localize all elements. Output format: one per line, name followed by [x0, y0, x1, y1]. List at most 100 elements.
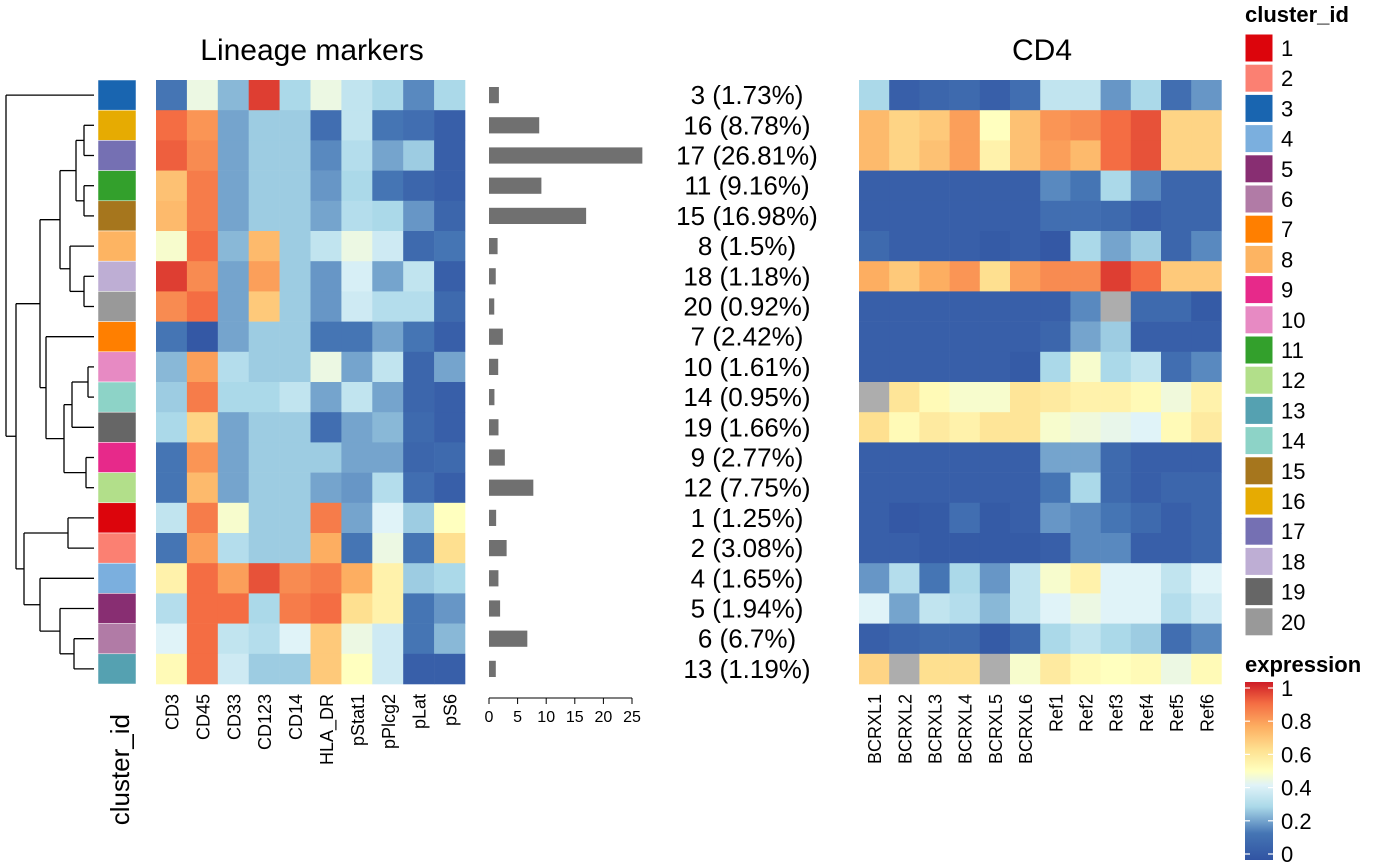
heatmap-cell [156, 170, 188, 202]
cluster-legend-swatch [1244, 33, 1274, 63]
heatmap-cell [1161, 231, 1192, 262]
heatmap-cell [279, 170, 311, 202]
cluster-legend-swatch [1244, 516, 1274, 546]
column-label: BCRXL4 [956, 694, 976, 764]
row-label: 17 (26.81%) [676, 141, 818, 171]
heatmap-cell [1070, 563, 1101, 594]
heatmap-cell [186, 170, 219, 202]
bar-axis-tick-label: 5 [513, 709, 522, 726]
heatmap-cell [434, 321, 466, 353]
row-label: 15 (16.98%) [676, 201, 818, 231]
heatmap-cell [248, 653, 280, 685]
cluster-annotation-cell [97, 260, 137, 292]
heatmap-cell [889, 261, 920, 292]
row-label: 9 (2.77%) [691, 443, 804, 473]
heatmap-cell [434, 653, 466, 685]
expression-legend-tick-label: 0.2 [1281, 809, 1312, 834]
heatmap-cell [403, 291, 435, 322]
heatmap-cell [156, 291, 188, 322]
heatmap-cell [1100, 533, 1132, 564]
heatmap-cell [1161, 502, 1192, 534]
heatmap-cell [434, 200, 466, 232]
heatmap-cell [1191, 653, 1222, 685]
heatmap-cell [919, 140, 950, 171]
heatmap-cell [1100, 291, 1132, 322]
heatmap-cell [279, 502, 311, 534]
heatmap-cell [919, 351, 950, 383]
heatmap-cell [403, 382, 435, 413]
heatmap-cell [372, 80, 404, 111]
cluster-legend-swatch [1244, 124, 1274, 154]
heatmap-cell [403, 80, 435, 111]
heatmap-cell [1040, 653, 1071, 685]
heatmap-cell [949, 291, 981, 322]
cluster-legend-swatch [1244, 184, 1274, 214]
heatmap-cell [403, 200, 435, 232]
heatmap-cell [156, 200, 188, 232]
heatmap-cell [156, 563, 188, 594]
bar-axis-tick-label: 15 [566, 709, 584, 726]
heatmap-cell [403, 533, 435, 564]
cluster-legend-swatch [1244, 577, 1274, 607]
cluster-legend-label: 8 [1281, 247, 1293, 272]
heatmap-cell [919, 110, 950, 141]
heatmap-cell [372, 593, 404, 624]
heatmap-cell [1070, 110, 1101, 141]
heatmap-cell [403, 653, 435, 685]
heatmap-cell [434, 80, 466, 111]
cluster-legend-label: 16 [1281, 489, 1305, 514]
heatmap-cell [1100, 472, 1132, 504]
heatmap-cell [403, 351, 435, 383]
heatmap-cell [403, 472, 435, 504]
heatmap-cell [341, 231, 373, 262]
column-label: CD33 [224, 694, 244, 740]
heatmap-cell [403, 140, 435, 171]
row-label: 2 (3.08%) [691, 533, 804, 563]
heatmap-cell [1191, 261, 1222, 292]
column-label: CD3 [162, 694, 182, 730]
heatmap-cell [217, 623, 249, 655]
expression-legend-tick-label: 0.6 [1281, 742, 1312, 767]
cluster-annotation-cell [97, 200, 137, 232]
heatmap-cell [1130, 382, 1162, 413]
row-label: 5 (1.94%) [691, 594, 804, 624]
heatmap-cell [979, 200, 1011, 232]
cluster-legend-label: 1 [1281, 36, 1293, 61]
heatmap-cell [889, 442, 920, 473]
heatmap-cell [403, 442, 435, 473]
heatmap-cell [889, 231, 920, 262]
heatmap-cell [1130, 442, 1162, 473]
heatmap-cell [949, 472, 981, 504]
heatmap-cell [1161, 382, 1192, 413]
column-label: Ref1 [1046, 694, 1066, 732]
heatmap-cell [1100, 321, 1132, 353]
heatmap-cell [979, 321, 1011, 353]
heatmap-cell [1040, 231, 1071, 262]
cluster-legend-label: 15 [1281, 459, 1305, 484]
heatmap-cell [919, 623, 950, 655]
heatmap-cell [341, 472, 373, 504]
heatmap-cell [919, 382, 950, 413]
heatmap-cell [434, 623, 466, 655]
heatmap-cell [434, 110, 466, 141]
heatmap-cell [1130, 533, 1162, 564]
heatmap-cell [279, 351, 311, 383]
heatmap-cell [1010, 442, 1041, 473]
cluster-annotation-cell [97, 170, 137, 202]
cluster-annotation-cell [97, 562, 137, 594]
heatmap-cell [1070, 472, 1101, 504]
heatmap-cell [1161, 563, 1192, 594]
heatmap-cell [859, 412, 890, 443]
row-label: 13 (1.19%) [683, 654, 810, 684]
heatmap-cell [248, 442, 280, 473]
column-label: CD123 [255, 694, 275, 750]
heatmap-cell [1130, 623, 1162, 655]
heatmap-cell [248, 502, 280, 534]
row-label: 19 (1.66%) [683, 412, 810, 442]
heatmap-cell [186, 502, 219, 534]
heatmap-cell [341, 351, 373, 383]
heatmap-cell [279, 653, 311, 685]
bar [489, 509, 497, 526]
heatmap-cell [1161, 321, 1192, 353]
heatmap-cell [949, 321, 981, 353]
